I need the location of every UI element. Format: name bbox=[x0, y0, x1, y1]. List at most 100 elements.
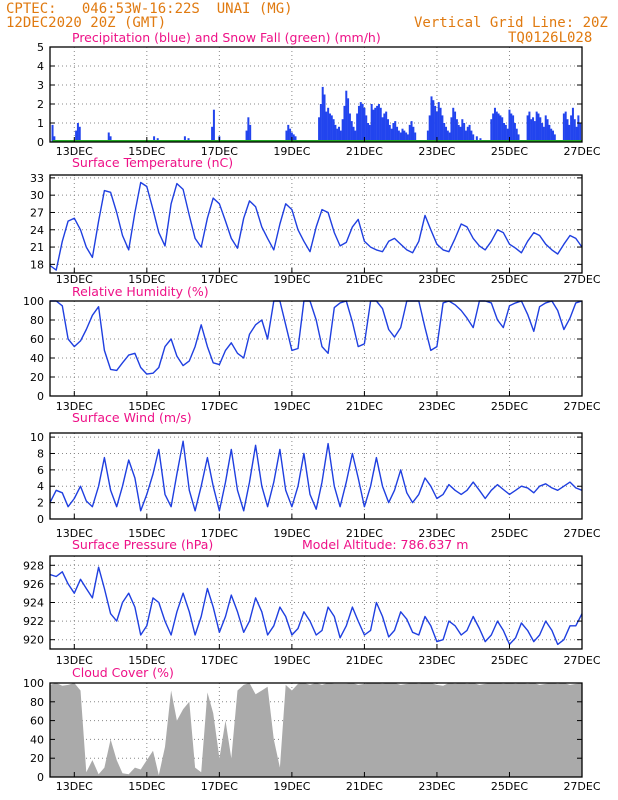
precip-bar bbox=[452, 107, 455, 142]
precip-bar bbox=[287, 124, 290, 142]
precip-bar bbox=[503, 123, 506, 142]
precip-bar bbox=[446, 130, 449, 142]
precip-bar bbox=[318, 117, 321, 142]
temperature-ytick-label: 33 bbox=[30, 172, 44, 185]
precip-bar bbox=[352, 126, 355, 142]
temperature-xtick-label: 25DEC bbox=[491, 273, 528, 286]
humidity-xtick-label: 13DEC bbox=[56, 400, 93, 413]
precip-ytick-label: 1 bbox=[37, 117, 44, 130]
header-date: 12DEC2020 20Z (GMT) bbox=[6, 15, 167, 31]
precip-bar bbox=[504, 124, 507, 142]
precip-bar bbox=[575, 126, 578, 142]
temperature-xtick-label: 21DEC bbox=[346, 273, 383, 286]
precip-bar bbox=[530, 119, 533, 142]
precip-bar bbox=[361, 104, 364, 142]
precip-bar bbox=[381, 117, 384, 142]
precip-bar bbox=[550, 128, 553, 142]
precip-ytick-label: 2 bbox=[37, 98, 44, 111]
temperature-ytick-label: 27 bbox=[30, 206, 44, 219]
cloud-frame bbox=[49, 682, 583, 778]
precip-bar bbox=[365, 115, 368, 142]
cloud-xtick-label: 23DEC bbox=[418, 780, 455, 793]
wind-ytick-label: 8 bbox=[37, 447, 44, 460]
precip-bar bbox=[414, 132, 417, 142]
precip-bar bbox=[551, 130, 554, 142]
precip-bar bbox=[332, 119, 335, 142]
pressure-ytick-label: 920 bbox=[23, 634, 44, 647]
precip-bar bbox=[533, 121, 536, 142]
precip-bar bbox=[328, 113, 331, 142]
precip-bar bbox=[526, 115, 529, 142]
precip-bar bbox=[510, 113, 513, 142]
cloud-xtick-label: 17DEC bbox=[201, 780, 238, 793]
precip-bar bbox=[338, 126, 341, 142]
humidity-ytick-label: 0 bbox=[37, 390, 44, 403]
precip-bar bbox=[448, 132, 451, 142]
wind-ytick-label: 6 bbox=[37, 464, 44, 477]
precip-bar bbox=[508, 109, 511, 142]
temperature-xtick-label: 17DEC bbox=[201, 273, 238, 286]
wind-xtick-label: 19DEC bbox=[273, 527, 310, 540]
temperature-xtick-label: 19DEC bbox=[273, 273, 310, 286]
precip-bar bbox=[325, 111, 328, 142]
humidity-xtick-label: 19DEC bbox=[273, 400, 310, 413]
precip-bar bbox=[528, 111, 531, 142]
precip-bar bbox=[75, 130, 78, 142]
cloud-xtick-label: 27DEC bbox=[563, 780, 600, 793]
wind-xtick-label: 27DEC bbox=[563, 527, 600, 540]
wind-line bbox=[49, 440, 583, 512]
precip-bar bbox=[339, 130, 342, 142]
pressure-ytick-label: 924 bbox=[23, 597, 44, 610]
precip-bar bbox=[568, 124, 571, 142]
precip-bar bbox=[211, 126, 214, 142]
header-model-id: TQ0126L028 bbox=[508, 30, 593, 46]
precip-bar bbox=[330, 115, 333, 142]
precip-ytick-label: 0 bbox=[37, 136, 44, 149]
cloud-ytick-label: 80 bbox=[30, 696, 44, 709]
precip-ytick-label: 5 bbox=[37, 41, 44, 54]
precip-bar bbox=[571, 107, 574, 142]
wind-ytick-label: 10 bbox=[30, 431, 44, 444]
wind-ytick-label: 0 bbox=[37, 513, 44, 526]
precip-bar bbox=[454, 111, 457, 142]
pressure-xtick-label: 21DEC bbox=[346, 654, 383, 667]
precip-bar bbox=[292, 134, 295, 142]
precip-bar bbox=[466, 126, 469, 142]
precip-bar bbox=[183, 136, 186, 142]
temperature-xtick-label: 27DEC bbox=[563, 273, 600, 286]
cloud-ytick-label: 100 bbox=[23, 677, 44, 690]
temperature-ytick-label: 30 bbox=[30, 189, 44, 202]
precip-frame bbox=[49, 46, 583, 143]
wind-ytick-label: 4 bbox=[37, 480, 44, 493]
precip-bar bbox=[406, 134, 409, 142]
precip-bar bbox=[428, 115, 431, 142]
precip-bar bbox=[390, 128, 393, 142]
precip-bar bbox=[403, 130, 406, 142]
precip-bar bbox=[410, 121, 413, 142]
precip-bar bbox=[394, 121, 397, 142]
cloud-title: Cloud Cover (%) bbox=[72, 665, 174, 680]
precip-bar bbox=[513, 123, 516, 142]
precip-bar bbox=[294, 136, 297, 142]
precip-bar bbox=[553, 134, 556, 142]
precip-bar bbox=[490, 119, 493, 142]
precip-bar bbox=[76, 123, 79, 142]
wind-xtick-label: 15DEC bbox=[128, 527, 165, 540]
pressure-xtick-label: 13DEC bbox=[56, 654, 93, 667]
humidity-xtick-label: 15DEC bbox=[128, 400, 165, 413]
precip-bar bbox=[435, 111, 438, 142]
wind-title: Surface Wind (m/s) bbox=[72, 410, 192, 425]
precip-bar bbox=[542, 126, 545, 142]
precip-bar bbox=[450, 117, 453, 142]
precip-bar bbox=[544, 115, 547, 142]
precip-title: Precipitation (blue) and Snow Fall (gree… bbox=[72, 30, 381, 45]
temperature-ytick-label: 24 bbox=[30, 224, 44, 237]
precip-bar bbox=[548, 124, 551, 142]
precip-bar bbox=[506, 128, 509, 142]
precip-bar bbox=[396, 126, 399, 142]
wind-xtick-label: 23DEC bbox=[418, 527, 455, 540]
header-grid-note: Vertical Grid Line: 20Z bbox=[414, 15, 608, 31]
precip-bar bbox=[356, 113, 359, 142]
precip-bar bbox=[401, 128, 404, 142]
humidity-xtick-label: 25DEC bbox=[491, 400, 528, 413]
